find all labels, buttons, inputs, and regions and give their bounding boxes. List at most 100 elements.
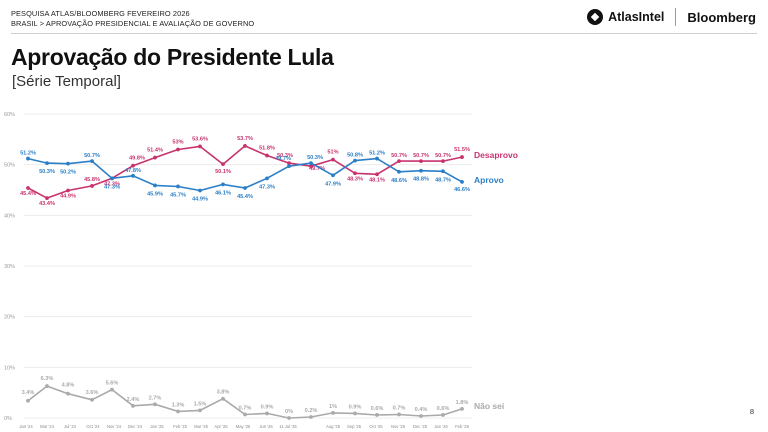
data-label: 3.4%	[22, 390, 35, 396]
x-tick-label: Jul '24	[64, 424, 77, 429]
data-label: 44.9%	[192, 197, 208, 203]
data-point	[66, 161, 70, 166]
data-label: 50.3%	[39, 169, 55, 175]
data-label: 47.9%	[325, 181, 341, 187]
logo-divider	[675, 8, 677, 26]
data-label: 45.9%	[147, 191, 163, 197]
series-legend-label: Não sei	[474, 401, 504, 411]
data-label: 50.3%	[277, 153, 293, 159]
y-tick-label: 10%	[4, 365, 15, 371]
data-label: 47.3%	[104, 181, 120, 187]
data-point	[353, 171, 357, 176]
x-tick-label: Apr '25	[214, 424, 228, 429]
atlasintel-logo-icon	[587, 9, 604, 25]
page-subtitle: [Série Temporal]	[12, 73, 121, 90]
data-label: 48.1%	[369, 177, 385, 183]
data-point	[90, 397, 94, 402]
data-point	[131, 173, 135, 178]
data-point	[419, 159, 423, 164]
data-point	[419, 168, 423, 173]
header-line-2: BRASIL > APROVAÇÃO PRESIDENCIAL E AVALIA…	[11, 19, 255, 28]
x-tick-label: Oct '24	[86, 424, 100, 429]
data-point	[353, 411, 357, 416]
data-label: 48.3%	[347, 176, 363, 182]
data-point	[153, 155, 157, 160]
data-label: 51.8%	[259, 146, 275, 152]
atlasintel-logo: AtlasIntel	[587, 9, 664, 25]
data-point	[331, 411, 335, 415]
x-tick-label: Dec '25	[413, 424, 428, 429]
data-label: 47.3%	[104, 184, 120, 190]
data-point	[309, 164, 313, 169]
x-tick-label: Sep '25	[347, 424, 362, 429]
data-label: 0.7%	[239, 405, 252, 411]
y-tick-label: 30%	[4, 264, 15, 270]
header-rule	[11, 33, 757, 34]
data-point	[375, 413, 379, 417]
data-point	[131, 163, 135, 168]
data-label: 50.8%	[347, 153, 363, 159]
data-point	[460, 406, 464, 411]
data-point	[45, 196, 49, 201]
x-tick-label: Feb '25	[173, 424, 188, 429]
data-point	[287, 161, 291, 166]
data-label: 3.8%	[217, 390, 230, 396]
data-point	[397, 159, 401, 164]
y-tick-label: 60%	[4, 112, 15, 118]
y-tick-label: 50%	[4, 163, 15, 169]
data-point	[265, 411, 269, 416]
data-label: 1%	[329, 404, 337, 410]
data-label: 48.8%	[413, 177, 429, 183]
data-label: 45.4%	[237, 194, 253, 200]
data-point	[66, 391, 70, 396]
report-header: PESQUISA ATLAS/BLOOMBERG FEVEREIRO 2026 …	[11, 9, 254, 29]
data-label: 47.3%	[259, 184, 275, 190]
data-label: 0.9%	[261, 404, 274, 410]
header-line-1: PESQUISA ATLAS/BLOOMBERG FEVEREIRO 2026	[11, 9, 190, 18]
data-point	[198, 188, 202, 193]
y-tick-label: 40%	[4, 213, 15, 219]
page-title: Aprovação do Presidente Lula	[11, 44, 334, 70]
data-label: 4.8%	[62, 383, 75, 389]
data-point	[397, 412, 401, 417]
data-point	[331, 157, 335, 162]
x-tick-label: May '25	[236, 424, 251, 429]
data-point	[66, 188, 70, 193]
data-point	[441, 169, 445, 174]
data-label: 50.7%	[391, 153, 407, 159]
data-label: 1.5%	[194, 401, 207, 407]
data-label: 0.7%	[393, 405, 406, 411]
data-point	[309, 415, 313, 419]
x-tick-label: Nov '24	[107, 424, 122, 429]
data-label: 0%	[285, 409, 293, 415]
data-point	[153, 402, 157, 407]
data-point	[375, 156, 379, 161]
bloomberg-logo: Bloomberg	[687, 9, 756, 25]
data-point	[45, 161, 49, 166]
data-label: 51.2%	[20, 151, 36, 157]
data-label: 49.7%	[275, 156, 291, 162]
data-point	[265, 153, 269, 158]
data-label: 50.1%	[215, 169, 231, 175]
data-label: 0.4%	[415, 407, 428, 413]
data-point	[176, 184, 180, 189]
data-point	[419, 414, 423, 418]
y-tick-label: 0%	[4, 416, 12, 422]
data-point	[45, 384, 49, 388]
data-label: 51%	[327, 150, 338, 156]
data-label: 43.4%	[39, 201, 55, 207]
data-label: 5.6%	[106, 381, 119, 387]
data-point	[198, 144, 202, 149]
data-label: 3.6%	[86, 390, 99, 396]
data-label: 49.8%	[129, 156, 145, 162]
data-point	[265, 176, 269, 181]
data-label: 45.7%	[170, 192, 186, 198]
data-label: 51.2%	[369, 151, 385, 157]
data-point	[243, 186, 247, 190]
data-label: 1.3%	[172, 402, 185, 408]
data-point	[26, 156, 30, 161]
data-point	[243, 412, 247, 417]
data-point	[460, 179, 464, 184]
data-point	[243, 144, 247, 148]
data-point	[90, 159, 94, 164]
